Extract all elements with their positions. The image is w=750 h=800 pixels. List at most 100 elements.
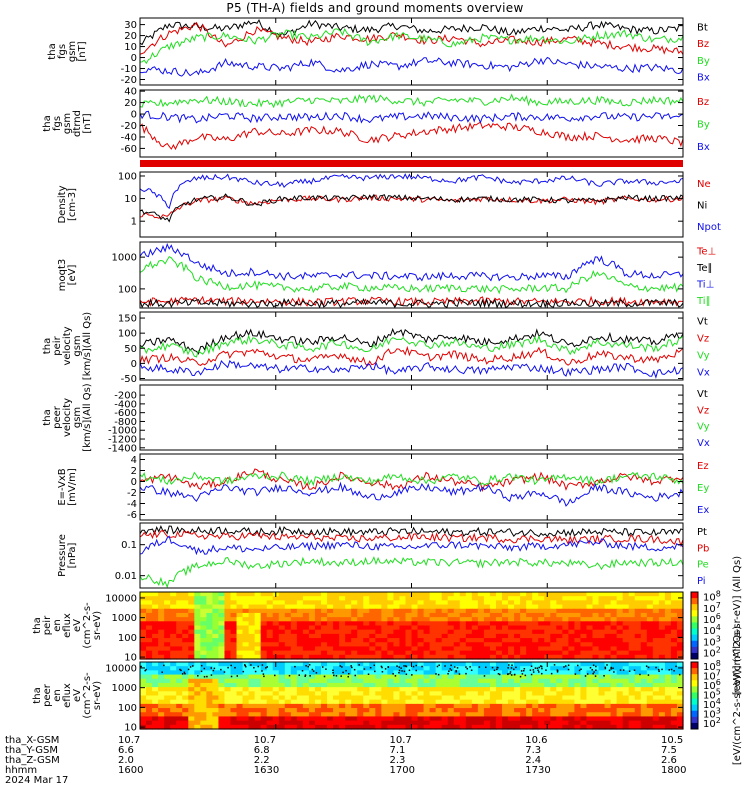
heatmap-cell [495,617,503,622]
heatmap-cell [284,600,292,606]
heatmap-cell [568,608,575,614]
heatmap-speckle [341,666,343,668]
heatmap-cell [670,646,678,652]
heatmap-cell [236,670,244,676]
heatmap-cell [556,720,563,726]
heatmap-cell [447,716,455,722]
heatmap-cell [296,712,304,718]
heatmap-cell [206,642,213,648]
heatmap-cell [236,633,244,639]
heatmap-cell [176,662,183,667]
heatmap-cell [405,695,413,701]
heatmap-cell [622,703,630,709]
heatmap-cell [351,596,358,601]
heatmap-cell [351,699,358,705]
colorbar-swatch [691,662,698,669]
heatmap-cell [254,703,262,709]
heatmap-cell [363,625,370,631]
heatmap-cell [278,608,286,614]
heatmap-cell [302,703,310,709]
heatmap-cell [248,650,256,656]
heatmap-cell [146,703,153,709]
heatmap-cell [520,691,527,697]
heatmap-speckle [243,664,246,666]
heatmap-cell [296,596,304,601]
heatmap-cell [471,712,479,718]
heatmap-cell [646,600,654,606]
heatmap-cell [610,654,618,660]
heatmap-cell [146,604,153,610]
heatmap-cell [405,612,413,618]
heatmap-cell [634,716,642,722]
heatmap-cell [218,687,226,692]
heatmap-cell [520,617,527,622]
heatmap-cell [170,699,177,705]
heatmap-cell [363,612,370,618]
heatmap-cell [351,708,358,713]
heatmap-cell [266,712,274,718]
heatmap-cell [357,708,364,713]
heatmap-cell [435,716,443,722]
heatmap-cell [345,617,352,622]
heatmap-cell [393,600,401,606]
heatmap-cell [140,716,147,722]
heatmap-cell [556,666,563,671]
heatmap-cell [308,600,316,606]
heatmap-cell [622,682,630,688]
heatmap-cell [363,674,370,680]
heatmap-cell [242,691,250,697]
heatmap-cell [538,592,545,597]
heatmap-cell [616,642,624,648]
heatmap-cell [302,724,310,730]
heatmap-cell [502,666,509,671]
heatmap-cell [568,646,575,652]
heatmap-cell [164,600,171,606]
footer-row-label: tha_Y-GSM [5,745,58,756]
heatmap-cell [544,699,551,705]
heatmap-cell [592,678,600,684]
heatmap-cell [260,604,268,610]
y-axis-label-line: [nT] [77,41,88,61]
heatmap-cell [278,646,286,652]
heatmap-cell [230,629,238,635]
heatmap-cell [357,621,364,627]
heatmap-cell [508,678,515,684]
heatmap-cell [333,716,340,722]
heatmap-cell [188,638,195,643]
heatmap-cell [272,691,280,697]
heatmap-cell [676,678,684,684]
heatmap-cell [272,638,280,643]
heatmap-cell [489,691,497,697]
heatmap-cell [164,608,171,614]
heatmap-cell [314,654,322,660]
heatmap-speckle [401,670,403,672]
heatmap-cell [435,592,443,597]
heatmap-cell [459,662,467,667]
heatmap-cell [676,625,684,631]
heatmap-cell [200,674,207,680]
heatmap-cell [164,625,171,631]
heatmap-cell [375,662,382,667]
heatmap-cell [321,703,328,709]
heatmap-cell [296,708,304,713]
heatmap-cell [248,670,256,676]
heatmap-cell [459,617,467,622]
heatmap-cell [459,666,467,671]
heatmap-cell [508,654,515,660]
y-tick-label: -2 [127,488,137,499]
heatmap-cell [604,708,612,713]
heatmap-cell [333,617,340,622]
heatmap-speckle [261,670,263,672]
footer-value: 2.4 [525,755,541,766]
heatmap-cell [357,600,364,606]
heatmap-cell [339,617,346,622]
heatmap-cell [272,666,280,671]
heatmap-cell [459,691,467,697]
heatmap-speckle [453,666,456,668]
heatmap-cell [266,650,274,656]
heatmap-cell [302,716,310,722]
heatmap-cell [182,600,189,606]
heatmap-cell [170,621,177,627]
heatmap-cell [616,650,624,656]
heatmap-cell [550,654,557,660]
